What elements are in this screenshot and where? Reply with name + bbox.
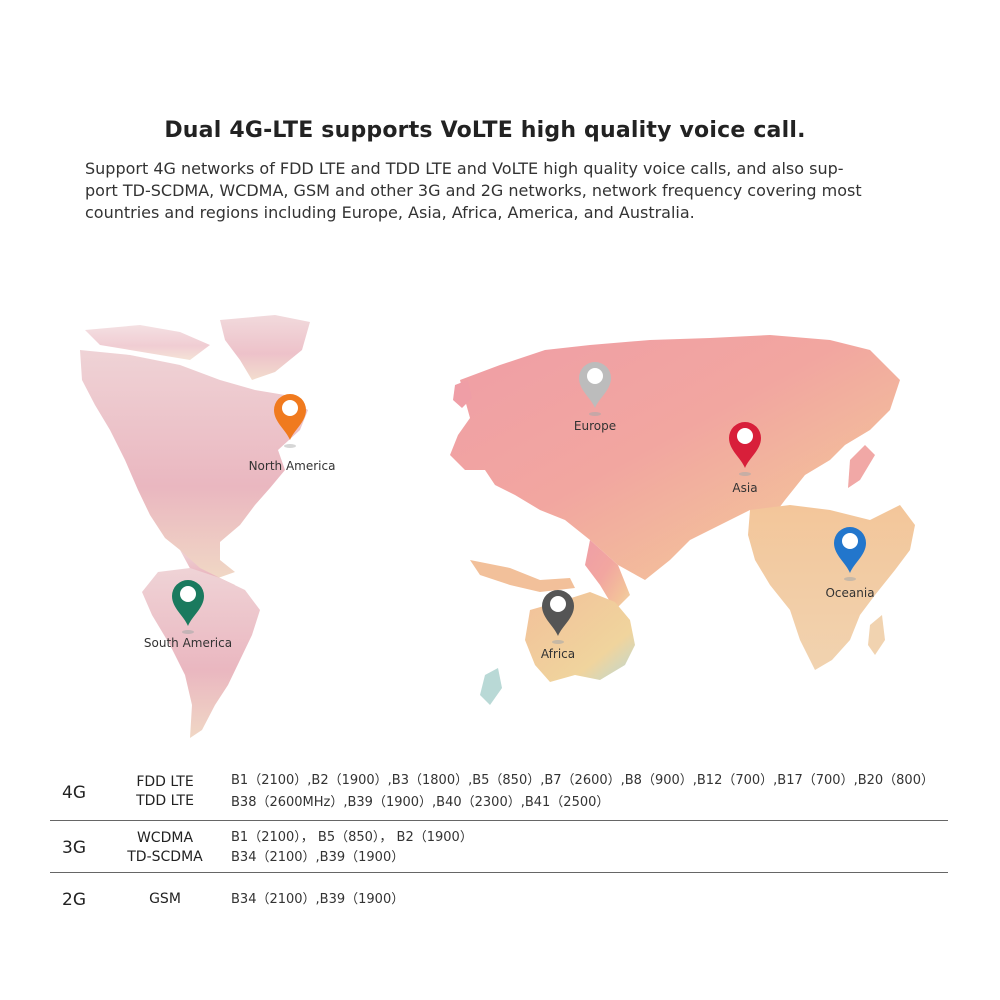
pin-south-america: South America (144, 580, 232, 650)
bands-tdd-lte: B38（2600MHz）,B39（1900）,B40（2300）,B41（250… (231, 795, 610, 810)
description: Support 4G networks of FDD LTE and TDD L… (85, 158, 915, 224)
greenland-shape (220, 315, 310, 380)
page-title: Dual 4G-LTE supports VoLTE high quality … (164, 118, 806, 143)
british-isles-shape (453, 380, 472, 408)
map-pin-icon (274, 394, 306, 440)
japan-shape (848, 445, 875, 488)
tech-3g: WCDMA TD-SCDMA (110, 829, 220, 867)
description-line-2: port TD-SCDMA, WCDMA, GSM and other 3G a… (85, 181, 862, 200)
map-pin-icon (542, 590, 574, 636)
pin-north-america: North America (249, 394, 336, 473)
tech-gsm: GSM (149, 891, 181, 907)
islands-shape (470, 560, 575, 592)
bands-gsm: B34（2100）,B39（1900） (231, 892, 405, 907)
pin-africa: Africa (541, 590, 575, 661)
map-pin-icon (834, 527, 866, 573)
bands-wcdma: B1（2100）， B5（850）， B2（1900） (231, 830, 473, 845)
tech-tdd-lte: TDD LTE (136, 793, 194, 809)
north-america-shape (80, 350, 308, 578)
pin-label-oceania: Oceania (825, 586, 874, 600)
tech-2g: GSM (110, 890, 220, 909)
tech-wcdma: WCDMA (136, 830, 194, 846)
gen-label-3g: 3G (62, 838, 86, 858)
gen-label-4g: 4G (62, 783, 86, 803)
description-line-3: countries and regions including Europe, … (85, 203, 695, 222)
pin-europe: Europe (574, 362, 616, 433)
arctic-islands-shape (85, 325, 210, 360)
south-america-shape (142, 568, 260, 738)
divider-2 (50, 872, 948, 873)
eurasia-shape (450, 335, 900, 580)
tech-fdd-lte: FDD LTE (136, 774, 194, 790)
pin-label-asia: Asia (732, 481, 757, 495)
description-line-1: Support 4G networks of FDD LTE and TDD L… (85, 159, 844, 178)
pin-asia: Asia (729, 422, 761, 495)
pin-oceania: Oceania (825, 527, 875, 600)
new-zealand-shape (480, 668, 502, 705)
divider-1 (50, 820, 948, 821)
map-pin-icon (729, 422, 761, 468)
madagascar-shape (868, 615, 885, 655)
map-pin-icon (172, 580, 204, 626)
bands-fdd-lte: B1（2100）,B2（1900）,B3（1800）,B5（850）,B7（26… (231, 773, 934, 788)
world-map: North America Europe Asia Oceania South … (80, 315, 915, 738)
tech-4g: FDD LTE TDD LTE (110, 773, 220, 811)
map-pin-icon (579, 362, 611, 408)
bands-td-scdma: B34（2100）,B39（1900） (231, 850, 405, 865)
tech-td-scdma: TD-SCDMA (127, 849, 203, 865)
south-asia-shape (585, 540, 630, 610)
pin-label-north-america: North America (249, 459, 336, 473)
gen-label-2g: 2G (62, 890, 86, 910)
pin-label-europe: Europe (574, 419, 616, 433)
pin-label-africa: Africa (541, 647, 575, 661)
africa-shape (748, 505, 915, 670)
pin-label-south-america: South America (144, 636, 232, 650)
